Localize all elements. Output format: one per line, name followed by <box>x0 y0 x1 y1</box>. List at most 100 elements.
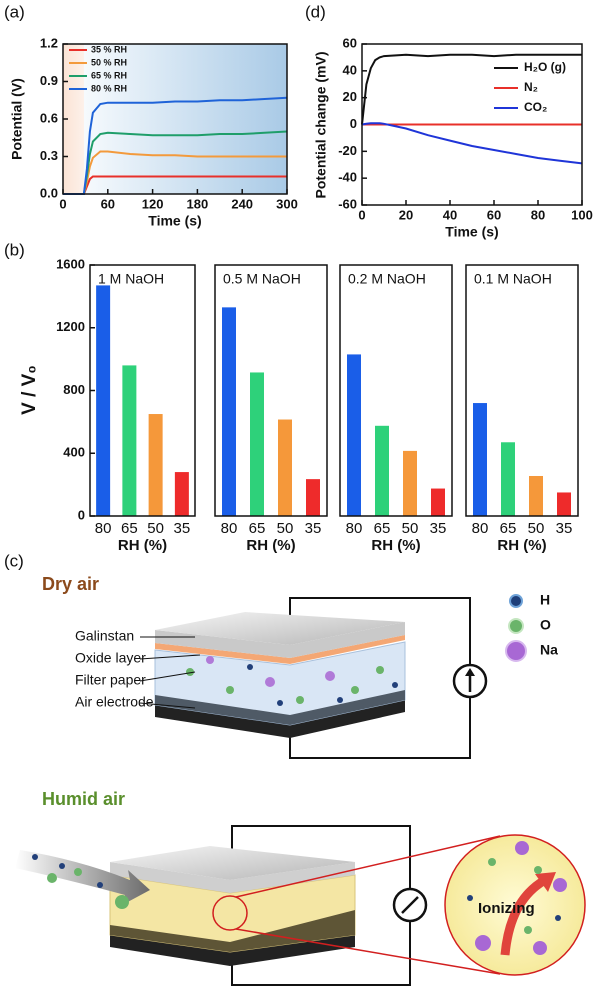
x-tick-label: 0 <box>59 196 66 211</box>
bar <box>375 425 389 516</box>
y-tick-label: 0 <box>78 507 85 522</box>
electrode-top <box>110 910 355 952</box>
x-tick-label: 35 <box>556 520 573 537</box>
air-electrode <box>110 935 355 966</box>
subtitle: 0.1 M NaOH <box>474 271 552 287</box>
x-tick-label: 50 <box>402 520 419 537</box>
x-axis-label: Time (s) <box>148 213 201 229</box>
bar <box>557 492 571 516</box>
x-tick-label: 35 <box>174 520 191 537</box>
wire <box>231 921 411 986</box>
panel-label: (c) <box>4 551 24 570</box>
bar <box>473 403 487 516</box>
x-tick-label: 0 <box>358 207 365 222</box>
line <box>63 150 287 195</box>
leader-lines <box>139 636 201 709</box>
y-tick-label: 400 <box>63 445 85 460</box>
y-axis-label: Potential change (mV) <box>313 51 329 198</box>
bar <box>306 479 320 516</box>
bar <box>96 285 111 516</box>
y-tick-label: 60 <box>343 35 357 50</box>
x-tick-label: 20 <box>399 207 413 222</box>
legend-label: 65 % RH <box>91 70 127 80</box>
x-tick-label: 60 <box>101 196 115 211</box>
legend-na <box>505 640 527 662</box>
line <box>63 96 288 195</box>
y-tick-label: 0.9 <box>40 73 58 88</box>
y-tick-label: 1.2 <box>40 35 58 50</box>
particles <box>32 854 129 909</box>
x-tick-label: 40 <box>443 207 457 222</box>
ionizing-arrow <box>535 872 556 892</box>
y-tick-label: 40 <box>343 62 357 77</box>
y-tick-label: 20 <box>343 89 357 104</box>
x-tick-label: 80 <box>531 207 545 222</box>
bar <box>174 472 189 516</box>
legend-label: 50 % RH <box>91 57 127 67</box>
meter-arrow <box>401 896 419 914</box>
x-axis-label: RH (%) <box>497 537 546 554</box>
galinstan-top <box>110 846 355 880</box>
y-axis-label: V / V₀ <box>19 365 40 415</box>
x-tick-label: 65 <box>249 520 266 537</box>
zoom-line <box>235 835 501 898</box>
x-axis-label: RH (%) <box>246 537 295 554</box>
particles <box>467 841 567 955</box>
bar <box>431 488 445 516</box>
plot-frame <box>339 264 453 517</box>
process-label: Ionizing <box>478 900 535 917</box>
zoom-line <box>235 928 501 975</box>
background <box>63 44 84 194</box>
y-tick-label: -60 <box>338 196 357 211</box>
plot-frame <box>465 264 579 517</box>
galinstan-top <box>155 612 405 645</box>
ionizing-arrow <box>500 876 548 956</box>
x-tick-label: 65 <box>121 520 138 537</box>
plot-frame <box>214 264 328 517</box>
diagram: Dry air Galinstan Oxide layer Filter pap… <box>15 574 586 986</box>
bar <box>529 475 543 516</box>
background <box>84 44 287 194</box>
x-tick-label: 50 <box>277 520 294 537</box>
y-tick-label: 1200 <box>56 319 85 334</box>
legend-label: 35 % RH <box>91 44 127 54</box>
oxide-layer <box>155 635 405 664</box>
bar <box>403 450 417 516</box>
bar <box>148 414 163 516</box>
electrode-top <box>155 690 405 725</box>
y-tick-label: 0.0 <box>40 185 58 200</box>
y-axis-label: Potential (V) <box>9 78 25 160</box>
bar <box>250 372 264 516</box>
galinstan-side <box>155 622 405 658</box>
legend-label: 80 % RH <box>91 83 127 93</box>
panel-label: (a) <box>4 2 25 21</box>
y-tick-label: 0.3 <box>40 148 58 163</box>
element-label: H <box>540 592 550 608</box>
galinstan-side <box>110 862 355 893</box>
plot-frame <box>62 43 288 195</box>
x-tick-label: 300 <box>276 196 298 211</box>
legend-o <box>508 618 524 634</box>
x-tick-label: 100 <box>571 207 593 222</box>
zoom-source <box>212 895 248 931</box>
x-tick-label: 120 <box>142 196 164 211</box>
x-tick-label: 50 <box>528 520 545 537</box>
x-tick-label: 180 <box>187 196 209 211</box>
plot-frame <box>361 43 583 206</box>
bar <box>222 307 236 516</box>
panel-label: (d) <box>305 2 326 21</box>
subtitle: 0.5 M NaOH <box>223 271 301 287</box>
bar <box>347 354 361 516</box>
plot-frame <box>89 264 196 517</box>
bar <box>501 442 515 516</box>
x-axis-label: RH (%) <box>371 537 420 554</box>
y-tick-label: 0.6 <box>40 110 58 125</box>
x-tick-label: 65 <box>374 520 391 537</box>
layer-label: Galinstan <box>75 628 134 644</box>
line <box>63 175 287 195</box>
line <box>361 122 583 165</box>
line <box>361 53 582 125</box>
subtitle: 0.2 M NaOH <box>348 271 426 287</box>
element-label: O <box>540 617 551 633</box>
x-tick-label: 80 <box>95 520 112 537</box>
